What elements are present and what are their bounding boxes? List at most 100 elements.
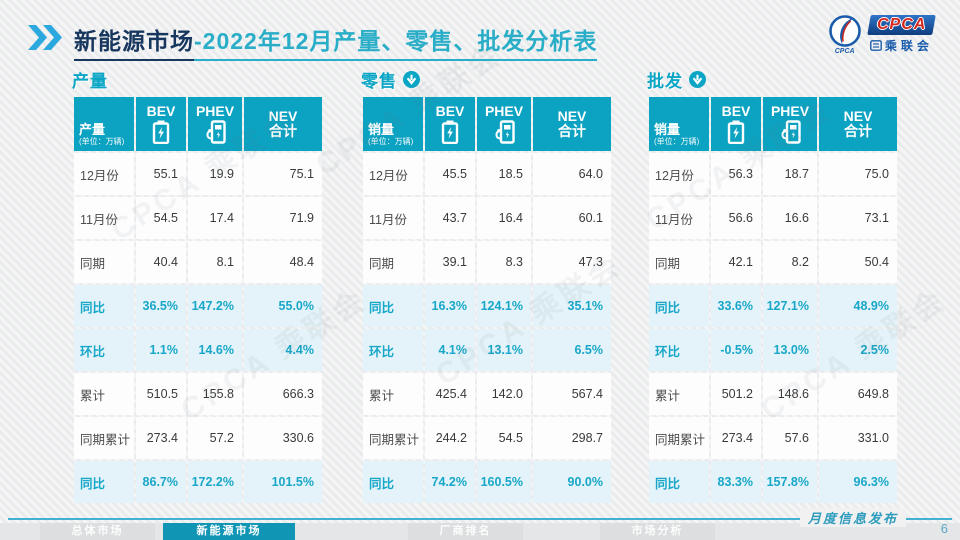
- row-label: 同比: [363, 461, 423, 503]
- row-label: 同期累计: [649, 417, 709, 459]
- data-table-retail: 销量 (单位：万辆) BEV PHEV NEV 合计 12月份 45.5 18.5 64.0 11月…: [361, 95, 613, 505]
- cell-value: 73.1: [819, 197, 897, 239]
- cell-value: 55.0%: [244, 285, 322, 327]
- table-row: 累计 501.2 148.6 649.8: [649, 373, 897, 415]
- cell-value: 8.3: [477, 241, 531, 283]
- table-row: 同期累计 244.2 54.5 298.7: [363, 417, 611, 459]
- table-row: 同期累计 273.4 57.6 331.0: [649, 417, 897, 459]
- cell-value: 244.2: [425, 417, 475, 459]
- footer-publish-label: 月度信息发布: [799, 508, 906, 527]
- footer-tab-market-analysis[interactable]: 市场分析: [600, 523, 715, 540]
- cell-value: 142.0: [477, 373, 531, 415]
- row-label: 同比: [363, 285, 423, 327]
- cell-value: 649.8: [819, 373, 897, 415]
- section-title-wholesale: 批发: [647, 66, 899, 92]
- column-sublabel: 合计: [269, 123, 297, 139]
- row-label: 环比: [649, 329, 709, 371]
- section-title-text: 批发: [647, 71, 683, 91]
- cell-value: 298.7: [533, 417, 611, 459]
- cpca-circle-caption: CPCA: [834, 48, 855, 55]
- table-row: 同比 86.7% 172.2% 101.5%: [74, 461, 322, 503]
- cell-value: 33.6%: [711, 285, 761, 327]
- table-row: 同期 42.1 8.2 50.4: [649, 241, 897, 283]
- section-title-text: 产量: [72, 71, 108, 91]
- charger-icon: [492, 120, 516, 144]
- cell-value: 75.0: [819, 153, 897, 195]
- row-label: 同比: [74, 285, 134, 327]
- section-title-text: 零售: [361, 71, 397, 91]
- cpca-acronym: CPCA: [876, 16, 926, 33]
- cell-value: 18.5: [477, 153, 531, 195]
- footer-tabbar: 总体市场 新能源市场 厂商排名 市场分析: [0, 523, 960, 540]
- cell-value: 56.6: [711, 197, 761, 239]
- column-header-bev: BEV: [136, 97, 186, 151]
- table-row: 11月份 43.7 16.4 60.1: [363, 197, 611, 239]
- corner-label: 销量: [654, 122, 681, 137]
- table-row: 同比 16.3% 124.1% 35.1%: [363, 285, 611, 327]
- cell-value: 501.2: [711, 373, 761, 415]
- corner-unit: (单位：万辆): [368, 137, 414, 146]
- charger-icon: [778, 120, 802, 144]
- cell-value: 83.3%: [711, 461, 761, 503]
- cpca-logo-text: CPCA 乘联会: [866, 15, 936, 54]
- cell-value: -0.5%: [711, 329, 761, 371]
- cell-value: 13.0%: [763, 329, 817, 371]
- row-label: 12月份: [74, 153, 134, 195]
- corner-header: 销量 (单位：万辆): [363, 97, 423, 151]
- cell-value: 8.2: [763, 241, 817, 283]
- footer-tab-nev-market[interactable]: 新能源市场: [163, 523, 295, 540]
- column-sublabel: 合计: [844, 123, 872, 139]
- cell-value: 40.4: [136, 241, 186, 283]
- cell-value: 57.6: [763, 417, 817, 459]
- cell-value: 54.5: [136, 197, 186, 239]
- column-label: NEV: [843, 108, 873, 124]
- corner-label: 销量: [368, 122, 395, 137]
- cell-value: 64.0: [533, 153, 611, 195]
- cell-value: 160.5%: [477, 461, 531, 503]
- cell-value: 43.7: [425, 197, 475, 239]
- cell-value: 18.7: [763, 153, 817, 195]
- column-label: BEV: [435, 103, 465, 119]
- battery-icon: [726, 120, 746, 145]
- row-label: 同比: [74, 461, 134, 503]
- table-row: 环比 -0.5% 13.0% 2.5%: [649, 329, 897, 371]
- cell-value: 35.1%: [533, 285, 611, 327]
- table-row: 11月份 56.6 16.6 73.1: [649, 197, 897, 239]
- table-row: 累计 425.4 142.0 567.4: [363, 373, 611, 415]
- row-label: 11月份: [74, 197, 134, 239]
- table-row: 12月份 55.1 19.9 75.1: [74, 153, 322, 195]
- footer-divider: [8, 518, 952, 520]
- footer-tab-oem-ranking[interactable]: 厂商排名: [408, 523, 523, 540]
- column-label: NEV: [268, 108, 298, 124]
- row-label: 同期: [363, 241, 423, 283]
- cell-value: 124.1%: [477, 285, 531, 327]
- section-retail: 零售 销量 (单位：万辆) BEV PHEV NEV 合计 12月份 45.5 18.5 64.0 1…: [361, 66, 613, 505]
- double-chevron-icon: [28, 24, 64, 56]
- column-header-phev: PHEV: [477, 97, 531, 151]
- table-row: 11月份 54.5 17.4 71.9: [74, 197, 322, 239]
- cell-value: 48.9%: [819, 285, 897, 327]
- cell-value: 55.1: [136, 153, 186, 195]
- cell-value: 17.4: [188, 197, 242, 239]
- cpca-swoosh-icon: [828, 15, 861, 47]
- slide-header: 新能源市场-2022年12月产量、零售、批发分析表: [28, 22, 598, 61]
- cell-value: 60.1: [533, 197, 611, 239]
- table-row: 同比 83.3% 157.8% 96.3%: [649, 461, 897, 503]
- column-label: PHEV: [770, 103, 810, 119]
- table-row: 同期 39.1 8.3 47.3: [363, 241, 611, 283]
- cell-value: 39.1: [425, 241, 475, 283]
- cell-value: 13.1%: [477, 329, 531, 371]
- column-header-nev: NEV 合计: [533, 97, 611, 151]
- charger-icon: [203, 120, 227, 144]
- down-arrow-icon: [403, 70, 420, 88]
- down-arrow-icon: [689, 70, 706, 88]
- column-sublabel: 合计: [558, 123, 586, 139]
- table-row: 环比 4.1% 13.1% 6.5%: [363, 329, 611, 371]
- column-header-bev: BEV: [711, 97, 761, 151]
- footer-tab-overall-market[interactable]: 总体市场: [40, 523, 155, 540]
- column-header-phev: PHEV: [188, 97, 242, 151]
- cell-value: 273.4: [136, 417, 186, 459]
- corner-header: 销量 (单位：万辆): [649, 97, 709, 151]
- corner-unit: (单位：万辆): [654, 137, 700, 146]
